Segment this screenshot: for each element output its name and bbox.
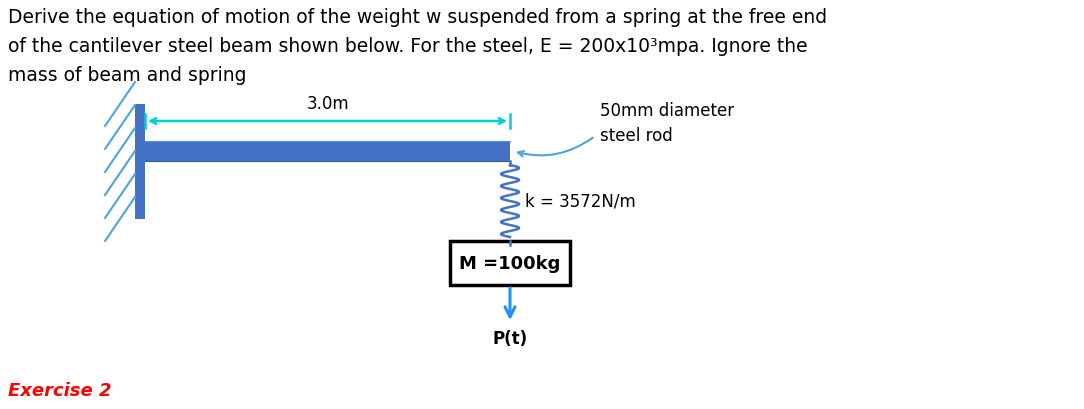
Text: Exercise 2: Exercise 2	[8, 381, 112, 399]
Text: 50mm diameter: 50mm diameter	[601, 102, 734, 120]
Text: Derive the equation of motion of the weight w suspended from a spring at the fre: Derive the equation of motion of the wei…	[8, 8, 827, 27]
Text: P(t): P(t)	[492, 329, 528, 347]
Text: mass of beam and spring: mass of beam and spring	[8, 66, 246, 85]
Bar	[136, 105, 145, 220]
Text: of the cantilever steel beam shown below. For the steel, E = 200x10³mpa. Ignore : of the cantilever steel beam shown below…	[8, 37, 808, 56]
Text: 3.0m: 3.0m	[306, 95, 349, 113]
Text: M =100kg: M =100kg	[460, 254, 560, 272]
Bar	[450, 241, 570, 285]
Text: steel rod: steel rod	[601, 127, 673, 145]
Text: k = 3572N/m: k = 3572N/m	[525, 193, 635, 211]
Bar	[145, 142, 509, 162]
